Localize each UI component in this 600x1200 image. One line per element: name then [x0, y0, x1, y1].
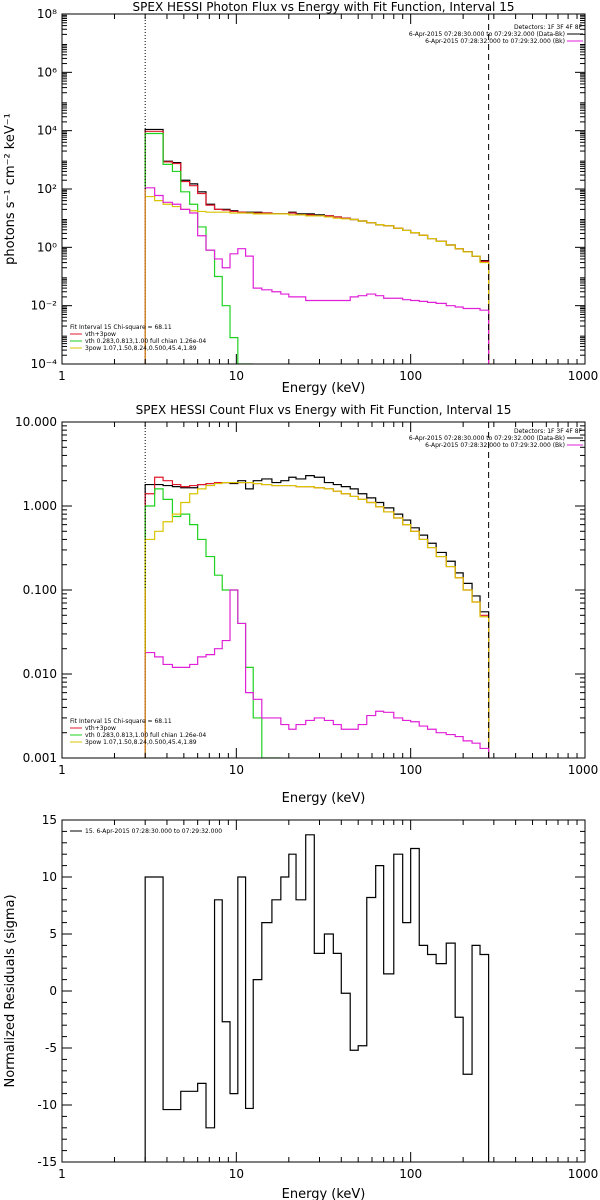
photon-frame — [61, 13, 586, 365]
photon-legend-left-entry: vth+3pow — [85, 331, 116, 338]
count-y-tick-label: 0.001 — [23, 751, 57, 765]
resid-y-tick-label: -5 — [45, 1041, 57, 1055]
photon-legend-left-entry: vth 0.283,0.813,1.00 full chian 1.26e-04 — [85, 338, 206, 345]
photon-legend-left-entry: 3pow 1.07,1.50,8.24,0.500,45.4,1.89 — [85, 345, 197, 352]
count-fit-info-label: Fit Interval 15 Chi-square = 68.11 — [70, 718, 172, 725]
photon-series-bk — [144, 187, 490, 364]
photon-detectors-label: Detectors: 1F 3F 4F 8F — [514, 24, 583, 31]
count-x-tick-label: 1000 — [568, 763, 599, 777]
count-x-axis-label: Energy (keV) — [282, 791, 366, 806]
photon-y-tick-label: 10⁸ — [37, 7, 57, 21]
count-frame — [61, 421, 586, 759]
count-legend-left-entry: 3pow 1.07,1.50,8.24,0.500,45.4,1.89 — [85, 739, 197, 746]
photon-x-tick-label: 100 — [399, 369, 422, 383]
photon-x-axis-label: Energy (keV) — [282, 381, 366, 396]
count-y-tick-label: 0.100 — [23, 583, 57, 597]
photon-series-vth-3pow — [144, 130, 490, 364]
count-legend-left-entry: vth 0.283,0.813,1.00 full chian 1.26e-04 — [85, 732, 206, 739]
count-x-tick-label: 10 — [229, 763, 244, 777]
resid-x-tick-label: 100 — [399, 1167, 422, 1181]
resid-x-axis-label: Energy (keV) — [282, 1187, 366, 1200]
photon-series-data-bk — [144, 128, 490, 364]
resid-y-tick-label: 5 — [49, 927, 57, 941]
photon-y-tick-label: 10⁰ — [37, 240, 57, 254]
photon-title: SPEX HESSI Photon Flux vs Energy with Fi… — [133, 0, 515, 14]
photon-x-tick-label: 1 — [58, 369, 66, 383]
count-detectors-label: Detectors: 1F 3F 4F 8F — [514, 428, 583, 435]
photon-y-axis-label: photons s⁻¹ cm⁻² keV⁻¹ — [3, 113, 18, 265]
resid-y-tick-label: -10 — [37, 1098, 57, 1112]
photon-y-tick-label: 10⁶ — [37, 65, 57, 79]
count-series-bk — [144, 589, 490, 758]
count-legend-left-entry: vth+3pow — [85, 725, 116, 732]
resid-x-tick-label: 10 — [229, 1167, 244, 1181]
count-series-data-bk — [144, 475, 490, 758]
photon-series-3pow — [144, 195, 490, 364]
photon-y-tick-label: 10⁻² — [31, 299, 58, 313]
count-y-tick-label: 10.000 — [15, 415, 57, 429]
resid-series-residuals — [144, 834, 490, 1162]
photon-y-tick-label: 10² — [37, 182, 57, 196]
resid-chart: 1 10 100 1000 Energy (keV) -15 -10 -5 0 5 10 15 Norm… — [3, 813, 598, 1200]
photon-chart: SPEX HESSI Photon Flux vs Energy with Fi… — [3, 0, 598, 396]
photon-legend-right-entry: 6-Apr-2015 07:28:30.000 to 07:29:32.000 … — [409, 31, 565, 38]
resid-y-tick-label: -15 — [37, 1155, 57, 1169]
count-legend-right-entry: 6-Apr-2015 07:28:32.000 to 07:29:32.000 … — [425, 442, 565, 449]
count-x-tick-label: 100 — [399, 763, 422, 777]
resid-x-tick-label: 1 — [58, 1167, 66, 1181]
count-series-3pow — [144, 481, 490, 758]
resid-series-group — [144, 834, 490, 1162]
photon-y-tick-label: 10⁻⁴ — [31, 357, 58, 371]
photon-x-tick-label: 1000 — [568, 369, 599, 383]
count-y-tick-label: 1.000 — [23, 499, 57, 513]
resid-y-tick-label: 0 — [49, 984, 57, 998]
count-series-vth — [144, 488, 281, 758]
count-title: SPEX HESSI Count Flux vs Energy with Fit… — [136, 403, 512, 417]
photon-y-tick-label: 10⁴ — [37, 124, 57, 138]
resid-x-tick-label: 1000 — [568, 1167, 599, 1181]
resid-y-tick-label: 10 — [42, 870, 57, 884]
photon-x-tick-label: 10 — [229, 369, 244, 383]
resid-y-tick-label: 15 — [42, 813, 57, 827]
resid-legend-left-entry: 15. 6-Apr-2015 07:28:30.000 to 07:29:32.… — [85, 828, 222, 835]
count-chart: SPEX HESSI Count Flux vs Energy with Fit… — [15, 403, 598, 806]
resid-frame — [61, 819, 586, 1163]
photon-fit-info-label: Fit Interval 15 Chi-square = 68.11 — [70, 324, 172, 331]
count-series-group — [144, 475, 490, 758]
count-legend-right-entry: 6-Apr-2015 07:28:30.000 to 07:29:32.000 … — [409, 435, 565, 442]
count-series-vth-3pow — [144, 476, 490, 758]
photon-series-group — [144, 128, 490, 364]
count-x-tick-label: 1 — [58, 763, 66, 777]
resid-y-axis-label: Normalized Residuals (sigma) — [3, 894, 18, 1087]
count-y-tick-label: 0.010 — [23, 667, 57, 681]
photon-legend-right-entry: 6-Apr-2015 07:28:32.000 to 07:29:32.000 … — [425, 38, 565, 45]
